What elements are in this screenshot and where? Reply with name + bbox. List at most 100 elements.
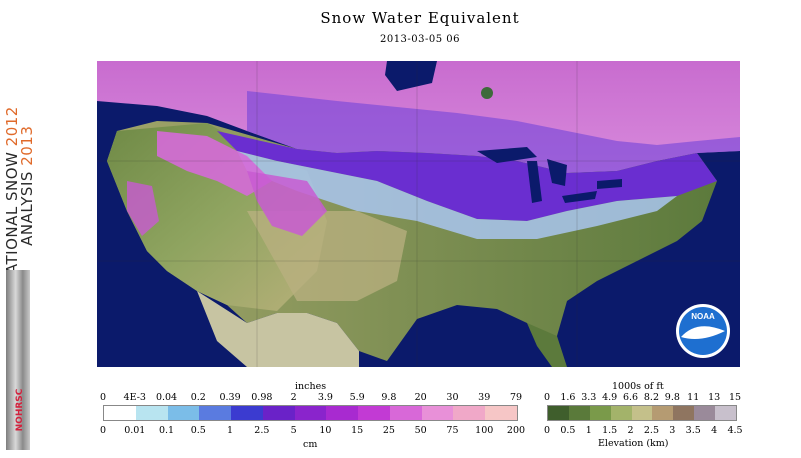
legend-top-tick-label: 79 bbox=[509, 392, 523, 403]
legend-bottom-tick-label: 15 bbox=[351, 425, 364, 436]
canada-snow-band bbox=[247, 91, 740, 173]
swe-color-bar bbox=[103, 405, 518, 421]
swe-unit-bottom: cm bbox=[303, 439, 318, 450]
legend-bottom-tick-label: 100 bbox=[475, 425, 494, 436]
mountain-snow-3 bbox=[127, 181, 159, 236]
swe_legend-swatch bbox=[262, 406, 295, 420]
legend-top-tick-label: 15 bbox=[728, 392, 742, 403]
elev_legend-swatch bbox=[694, 406, 716, 420]
sidebar-banner: NATIONAL SNOW 2012 ANALYSIS 2013 NOHRSC bbox=[0, 0, 40, 458]
analysis-datetime: 2013-03-05 06 bbox=[379, 34, 461, 45]
plains-tan bbox=[247, 211, 407, 301]
legend-top-tick-label: 30 bbox=[446, 392, 459, 403]
sidebar-title: NATIONAL SNOW 2012 ANALYSIS 2013 bbox=[3, 106, 36, 286]
swe_legend-swatch bbox=[326, 406, 359, 420]
legend-top-tick-label: 9.8 bbox=[381, 392, 397, 403]
legend-top-tick-label: 0 bbox=[99, 392, 107, 403]
swe_legend-swatch bbox=[453, 406, 486, 420]
swe_legend-swatch bbox=[421, 406, 454, 420]
legend-top-tick-label: 8.2 bbox=[643, 392, 659, 403]
swe_legend-swatch bbox=[231, 406, 263, 420]
map-grid bbox=[97, 61, 740, 367]
legend-top-tick-label: 39 bbox=[478, 392, 491, 403]
lake-superior bbox=[477, 147, 537, 163]
legend-bottom-tick-label: 2.5 bbox=[254, 425, 270, 436]
elev_legend-swatch bbox=[548, 406, 569, 420]
legend-top-tick-label: 11 bbox=[687, 392, 700, 403]
legend-bottom-tick-label: 200 bbox=[506, 425, 526, 436]
elev_legend-swatch bbox=[610, 406, 632, 420]
legend-bottom-tick-label: 0.5 bbox=[190, 425, 206, 436]
elev_legend-swatch bbox=[673, 406, 695, 420]
elev_legend-swatch bbox=[652, 406, 674, 420]
legend-bottom-tick-label: 3 bbox=[669, 425, 676, 436]
legend-bottom-tick-label: 0 bbox=[99, 425, 107, 436]
sidebar-title-line2: ANALYSIS bbox=[18, 171, 36, 246]
legend-bottom-tick-label: 0 bbox=[543, 425, 551, 436]
legend-bottom-tick-label: 3.5 bbox=[685, 425, 701, 436]
lake-erie bbox=[562, 191, 597, 203]
legend-bottom-tick-label: 10 bbox=[319, 425, 332, 436]
elev_legend-swatch bbox=[589, 406, 611, 420]
legend-bottom-tick-label: 0.1 bbox=[158, 425, 175, 436]
legend-top-tick-label: 0.98 bbox=[251, 392, 273, 403]
swe_legend-swatch bbox=[135, 406, 168, 420]
legend-bottom-tick-label: 1 bbox=[227, 425, 234, 436]
legend-bottom-tick-label: 5 bbox=[290, 425, 297, 436]
legend-top-tick-label: 3.9 bbox=[317, 392, 333, 403]
noaa-logo: NOAA bbox=[676, 304, 730, 358]
lake-ontario bbox=[597, 179, 622, 189]
sidebar-year-end: 2013 bbox=[18, 125, 36, 166]
elev-unit-bottom: Elevation (km) bbox=[598, 438, 669, 449]
lake-huron bbox=[547, 159, 567, 186]
swe_legend-swatch bbox=[485, 406, 517, 420]
legend-top-tick-label: 2 bbox=[290, 392, 297, 403]
legend-bottom-tick-label: 2.5 bbox=[643, 425, 659, 436]
legend-bottom-tick-label: 0.01 bbox=[124, 425, 146, 436]
legend-bottom-tick-label: 50 bbox=[414, 425, 427, 436]
sidebar-photo-strip bbox=[6, 270, 30, 450]
florida bbox=[527, 323, 567, 367]
legend-top-tick-label: 0.2 bbox=[190, 392, 206, 403]
legend-top-tick-label: 0.04 bbox=[155, 392, 178, 403]
legend-bottom-tick-label: 2 bbox=[627, 425, 634, 436]
noaa-logo-text: NOAA bbox=[691, 312, 715, 321]
legend-top-tick-label: 0 bbox=[543, 392, 551, 403]
lake-michigan bbox=[527, 161, 542, 203]
swe_legend-swatch bbox=[294, 406, 327, 420]
elev_legend-swatch bbox=[631, 406, 653, 420]
legend-bottom-tick-label: 1.5 bbox=[602, 425, 618, 436]
mexico-land bbox=[197, 291, 359, 367]
legend-top-tick-label: 4.9 bbox=[602, 392, 618, 403]
legend-top-tick-label: 4E-3 bbox=[123, 392, 146, 403]
mountain-snow-1 bbox=[157, 131, 272, 196]
legend-bottom-tick-label: 4 bbox=[711, 425, 718, 436]
legend-top-tick-label: 9.8 bbox=[664, 392, 680, 403]
swe_legend-swatch bbox=[199, 406, 232, 420]
swe-unit-top: inches bbox=[295, 381, 327, 392]
legend-top-tick-label: 1.6 bbox=[560, 392, 576, 403]
swe_legend-swatch bbox=[167, 406, 200, 420]
legend-bottom-tick-label: 25 bbox=[382, 425, 395, 436]
mountain-snow-2 bbox=[247, 171, 327, 236]
swe_legend-swatch bbox=[389, 406, 422, 420]
legend-top-tick-label: 20 bbox=[414, 392, 427, 403]
canadian-lake bbox=[481, 87, 493, 99]
legend-top-tick-label: 13 bbox=[708, 392, 721, 403]
legend-bottom-tick-label: 4.5 bbox=[727, 425, 743, 436]
hudson-bay bbox=[385, 61, 437, 91]
legend-top-tick-label: 0.39 bbox=[219, 392, 241, 403]
elev_legend-swatch bbox=[715, 406, 737, 420]
legend-bottom-tick-label: 75 bbox=[446, 425, 459, 436]
swe_legend-swatch bbox=[358, 406, 390, 420]
legend-top-tick-label: 5.9 bbox=[349, 392, 365, 403]
elev-color-bar bbox=[547, 405, 737, 421]
page-title: Snow Water Equivalent bbox=[320, 9, 520, 27]
snow-fringe-light bbox=[237, 151, 677, 239]
elev_legend-swatch bbox=[568, 406, 590, 420]
legend-top-tick-label: 3.3 bbox=[581, 392, 597, 403]
legend-bottom-tick-label: 0.5 bbox=[560, 425, 576, 436]
nohrsc-logo: NOHRSC bbox=[15, 388, 25, 432]
swe_legend-swatch bbox=[104, 406, 136, 420]
elev-unit-top: 1000s of ft bbox=[612, 381, 664, 392]
